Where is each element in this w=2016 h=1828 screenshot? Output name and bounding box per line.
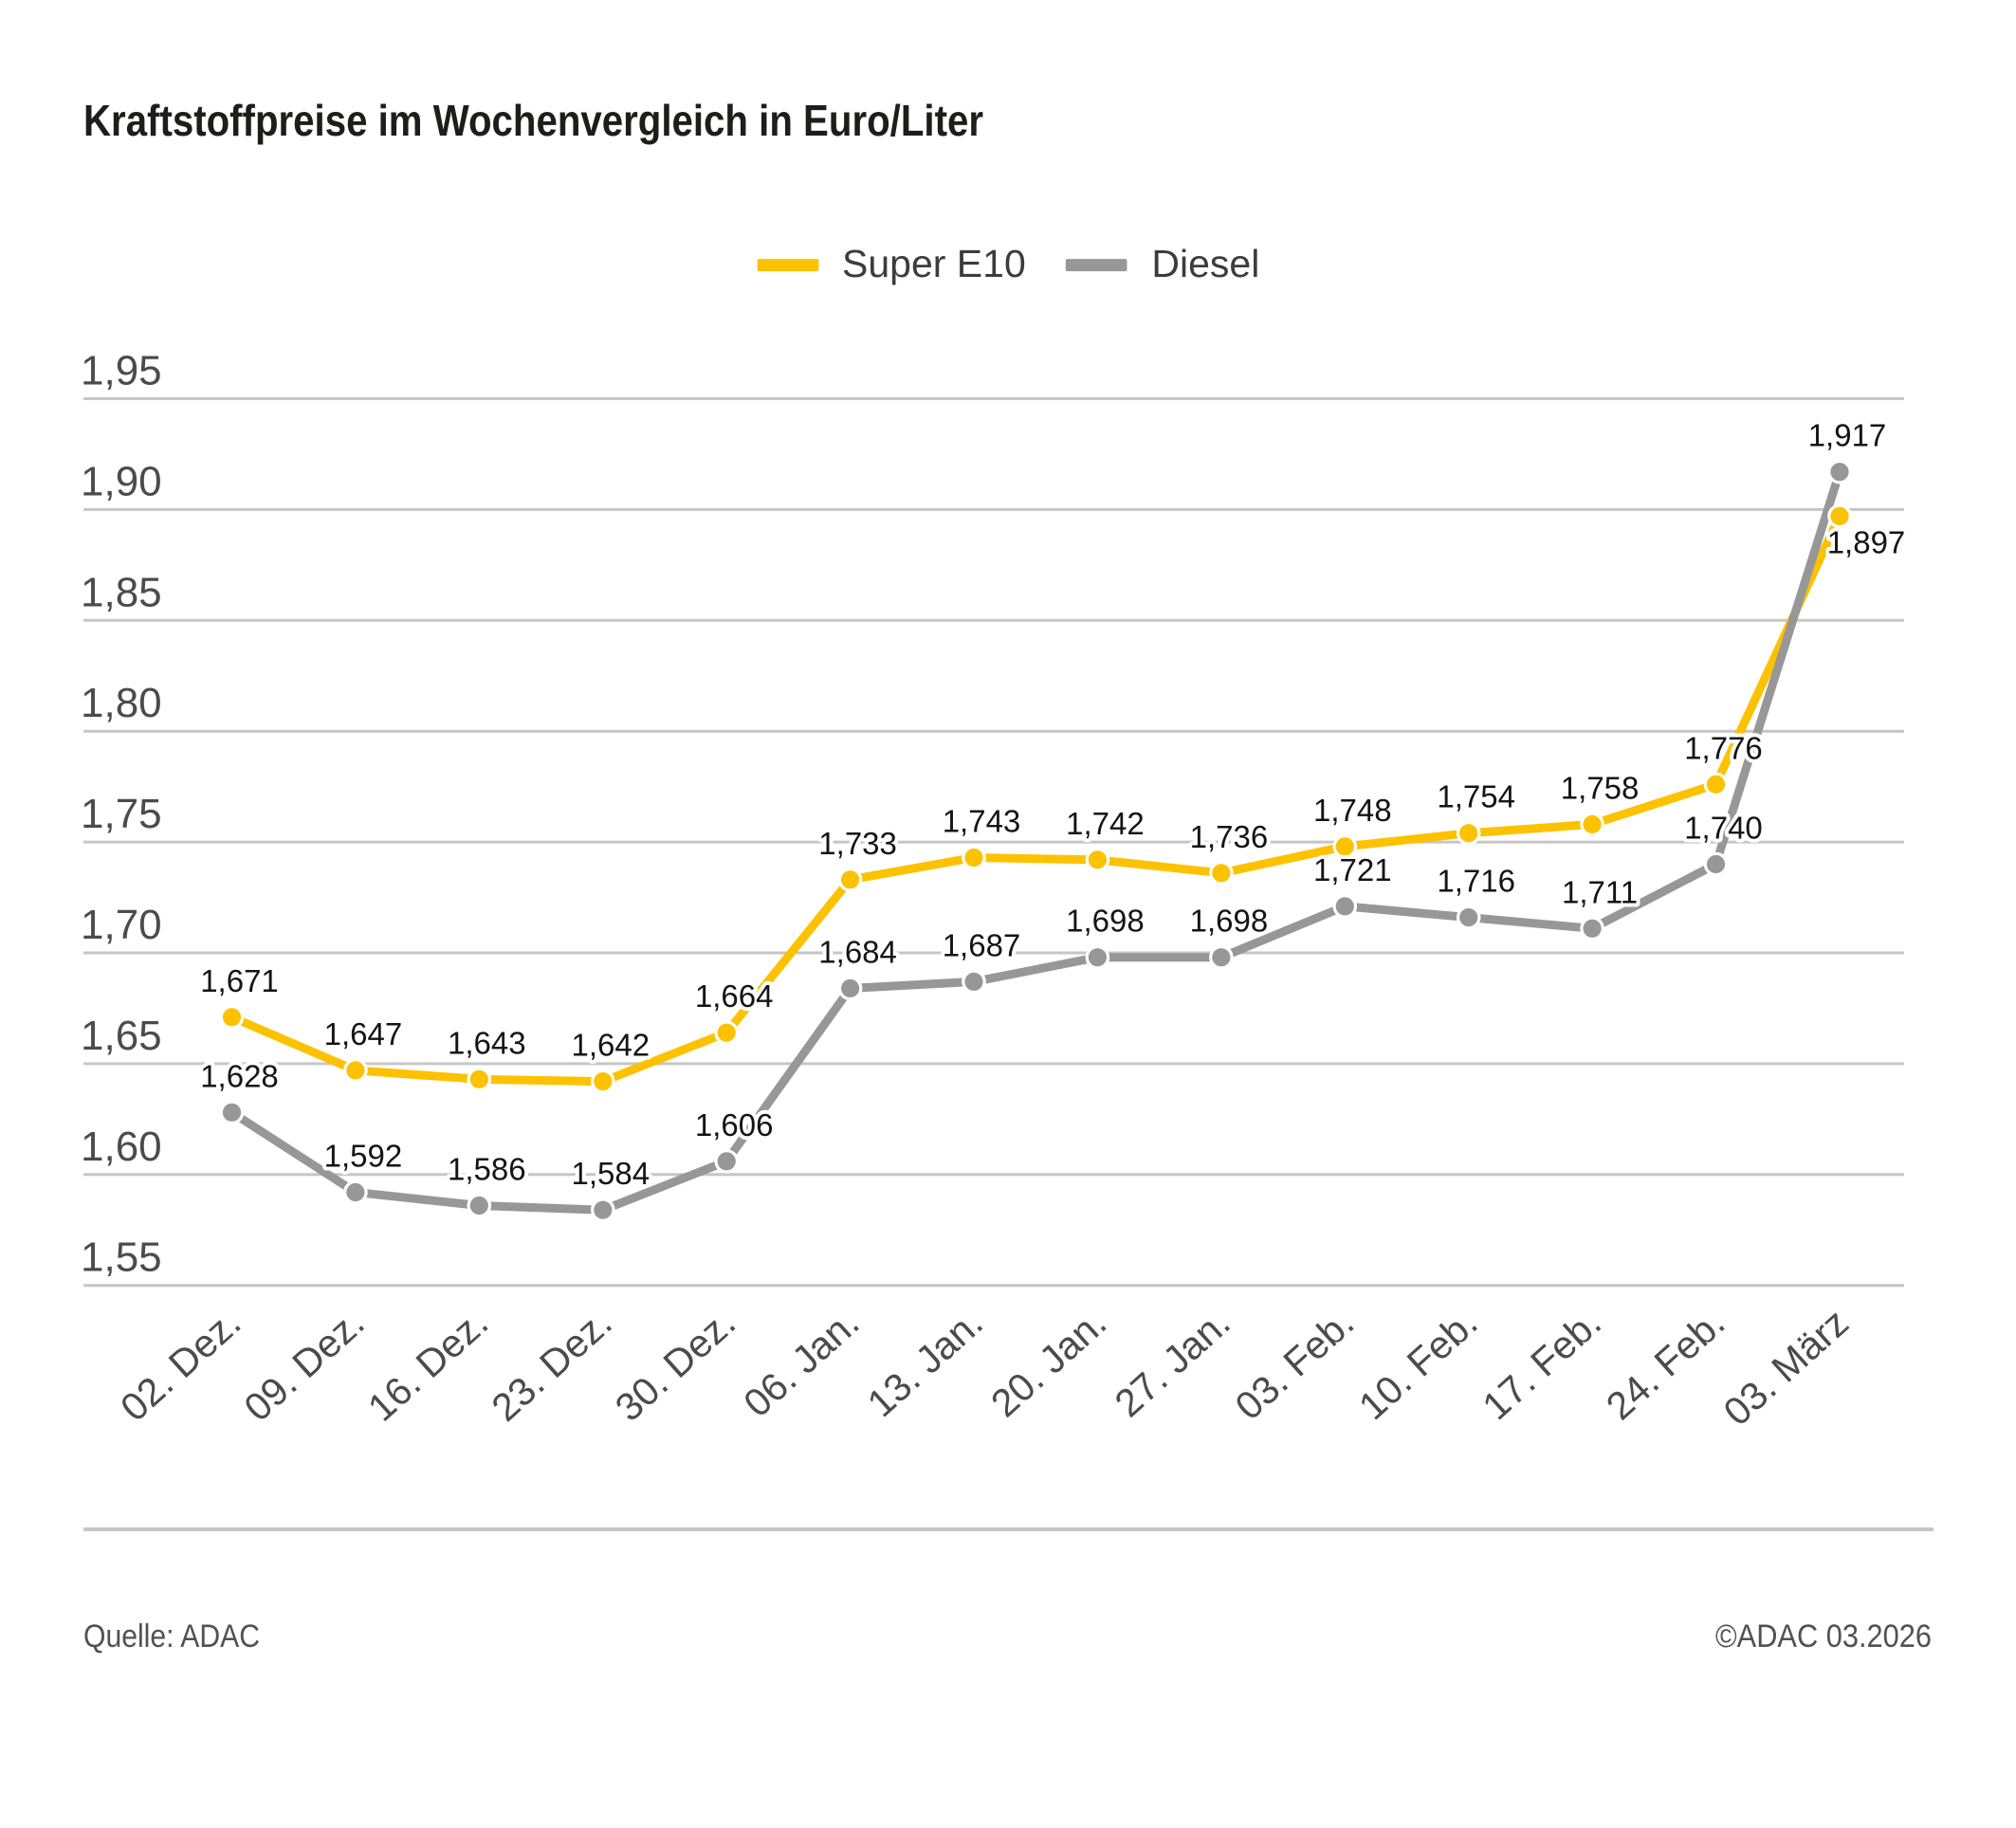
svg-text:Super E10: Super E10 (842, 242, 1026, 285)
svg-text:1,698: 1,698 (1066, 904, 1145, 939)
svg-text:Quelle: ADAC: Quelle: ADAC (83, 1618, 260, 1654)
svg-text:1,743: 1,743 (943, 804, 1021, 839)
svg-text:1,758: 1,758 (1561, 770, 1640, 805)
svg-text:1,628: 1,628 (200, 1058, 279, 1093)
svg-text:1,698: 1,698 (1190, 904, 1269, 939)
svg-text:1,60: 1,60 (81, 1124, 162, 1170)
svg-text:1,85: 1,85 (81, 569, 162, 615)
svg-text:1,736: 1,736 (1190, 819, 1269, 854)
svg-text:1,606: 1,606 (695, 1107, 774, 1142)
svg-text:1,721: 1,721 (1313, 852, 1392, 887)
svg-text:1,684: 1,684 (818, 934, 897, 969)
svg-text:1,776: 1,776 (1684, 730, 1763, 765)
svg-text:1,748: 1,748 (1313, 793, 1392, 828)
svg-text:1,671: 1,671 (200, 963, 279, 998)
svg-text:1,711: 1,711 (1562, 874, 1638, 909)
svg-text:1,917: 1,917 (1808, 418, 1887, 453)
svg-text:©ADAC 03.2026: ©ADAC 03.2026 (1715, 1618, 1932, 1654)
svg-text:1,90: 1,90 (81, 458, 162, 504)
svg-text:1,754: 1,754 (1437, 779, 1515, 814)
svg-text:Diesel: Diesel (1151, 242, 1259, 285)
svg-text:1,55: 1,55 (81, 1234, 162, 1281)
svg-text:1,642: 1,642 (572, 1028, 651, 1063)
svg-text:1,80: 1,80 (81, 680, 162, 726)
svg-text:1,687: 1,687 (943, 927, 1021, 962)
svg-text:1,70: 1,70 (81, 902, 162, 948)
svg-text:1,65: 1,65 (81, 1013, 162, 1059)
svg-text:1,643: 1,643 (448, 1025, 526, 1060)
svg-text:1,647: 1,647 (324, 1016, 403, 1051)
svg-text:1,664: 1,664 (695, 978, 774, 1014)
svg-text:1,740: 1,740 (1684, 811, 1763, 846)
svg-text:1,95: 1,95 (81, 348, 162, 394)
svg-text:1,592: 1,592 (324, 1139, 403, 1174)
svg-text:1,584: 1,584 (572, 1156, 651, 1191)
svg-text:1,897: 1,897 (1827, 524, 1906, 559)
svg-text:Kraftstoffpreise im Wochenverg: Kraftstoffpreise im Wochenvergleich in E… (83, 96, 983, 145)
svg-text:1,733: 1,733 (818, 826, 897, 861)
svg-text:1,716: 1,716 (1437, 864, 1515, 899)
svg-text:1,586: 1,586 (448, 1152, 526, 1187)
svg-text:1,742: 1,742 (1066, 806, 1145, 841)
svg-text:1,75: 1,75 (81, 791, 162, 837)
